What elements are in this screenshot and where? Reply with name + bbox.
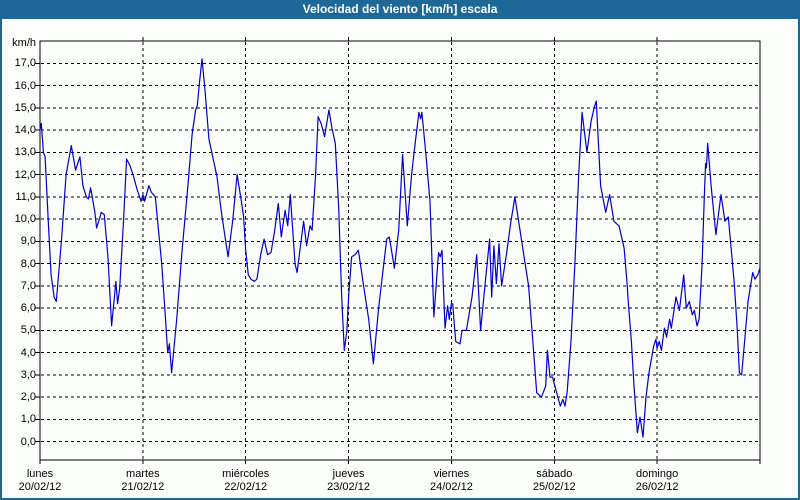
x-axis-date-label: 20/02/12 [18, 481, 62, 493]
y-axis-tick-label: 12,0 [14, 168, 36, 181]
y-axis-tick-label: 8,0 [20, 257, 36, 270]
wind-speed-line-series [39, 58, 761, 438]
window-titlebar: Velocidad del viento [km/h] escala [0, 0, 800, 19]
x-axis-day-label: martes [126, 468, 160, 480]
y-axis-tick-label: 0,0 [20, 435, 36, 448]
y-axis-tick-label: 5,0 [20, 324, 36, 337]
y-axis-tick-label: 11,0 [15, 190, 36, 203]
x-axis-day-label: miércoles [222, 468, 270, 480]
y-axis-tick-label: 14,0 [14, 124, 36, 137]
x-axis-date-label: 26/02/12 [635, 481, 679, 493]
x-axis-day-label: sábado [536, 468, 573, 480]
y-axis-tick-label: 1,0 [20, 413, 36, 426]
x-axis-date-label: 21/02/12 [121, 481, 165, 493]
x-axis-day-label: lunes [26, 468, 54, 480]
y-axis-tick-label: 3,0 [20, 368, 36, 381]
x-axis-date-label: 22/02/12 [224, 481, 268, 493]
plot-frame [39, 40, 761, 461]
y-axis-tick-label: 15,0 [14, 101, 36, 114]
y-axis-tick-label: 7,0 [20, 279, 36, 292]
y-axis-tick-label: 13,0 [14, 146, 36, 159]
y-axis-unit-label: km/h [12, 37, 36, 49]
y-axis-tick-label: 6,0 [20, 302, 36, 315]
y-axis-tick-label: 9,0 [20, 235, 36, 248]
x-axis-date-label: 23/02/12 [327, 481, 370, 493]
x-axis-day-label: jueves [332, 468, 365, 480]
y-axis-tick-label: 4,0 [20, 346, 36, 359]
x-axis-day-label: viernes [433, 468, 470, 480]
y-axis-tick-label: 10,0 [14, 213, 36, 226]
y-axis-tick-label: 16,0 [14, 79, 36, 92]
y-axis-tick-label: 2,0 [20, 391, 36, 404]
y-axis-tick-label: 17,0 [14, 57, 36, 70]
x-axis-date-label: 24/02/12 [430, 481, 473, 493]
x-axis-date-label: 25/02/12 [532, 481, 576, 493]
window-title: Velocidad del viento [km/h] escala [302, 2, 498, 16]
x-axis-day-label: domingo [636, 468, 679, 480]
